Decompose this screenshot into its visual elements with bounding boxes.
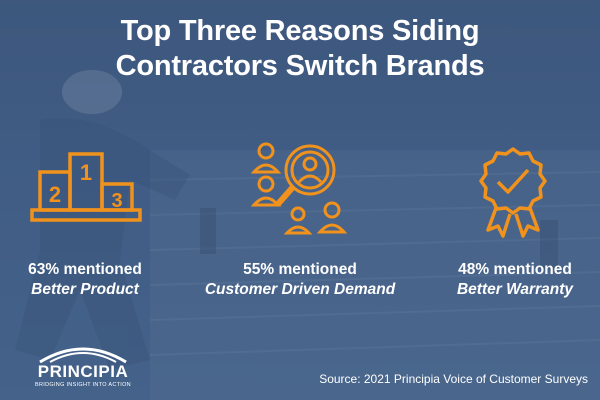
reason-2: 55% mentioned Customer Driven Demand: [180, 260, 420, 300]
podium-first: 1: [80, 160, 92, 185]
source-note: Source: 2021 Principia Voice of Customer…: [319, 372, 588, 386]
logo-tagline: BRIDGING INSIGHT INTO ACTION: [35, 382, 131, 388]
award-ribbon-icon: [479, 147, 547, 238]
podium-third: 3: [111, 190, 122, 212]
reason-2-percent: 55% mentioned: [243, 261, 357, 278]
title-line-2: Contractors Switch Brands: [115, 50, 485, 82]
search-people-icon: [250, 142, 348, 235]
logo-bridge-icon: [39, 347, 127, 364]
podium-icon: 1 2 3: [30, 152, 142, 222]
page-title: Top Three Reasons Siding Contractors Swi…: [0, 14, 600, 84]
reason-3-percent: 48% mentioned: [458, 261, 572, 278]
reason-3: 48% mentioned Better Warranty: [435, 260, 595, 300]
logo-name: PRINCIPIA: [37, 362, 129, 381]
podium-second: 2: [49, 182, 61, 207]
principia-logo: PRINCIPIA BRIDGING INSIGHT INTO ACTION: [18, 342, 148, 392]
reason-1-percent: 63% mentioned: [28, 261, 142, 278]
reason-3-label: Better Warranty: [456, 281, 573, 298]
title-line-1: Top Three Reasons Siding: [120, 15, 480, 47]
reason-2-label: Customer Driven Demand: [204, 281, 396, 298]
reason-1-label: Better Product: [31, 281, 139, 298]
reason-1: 63% mentioned Better Product: [5, 260, 165, 300]
